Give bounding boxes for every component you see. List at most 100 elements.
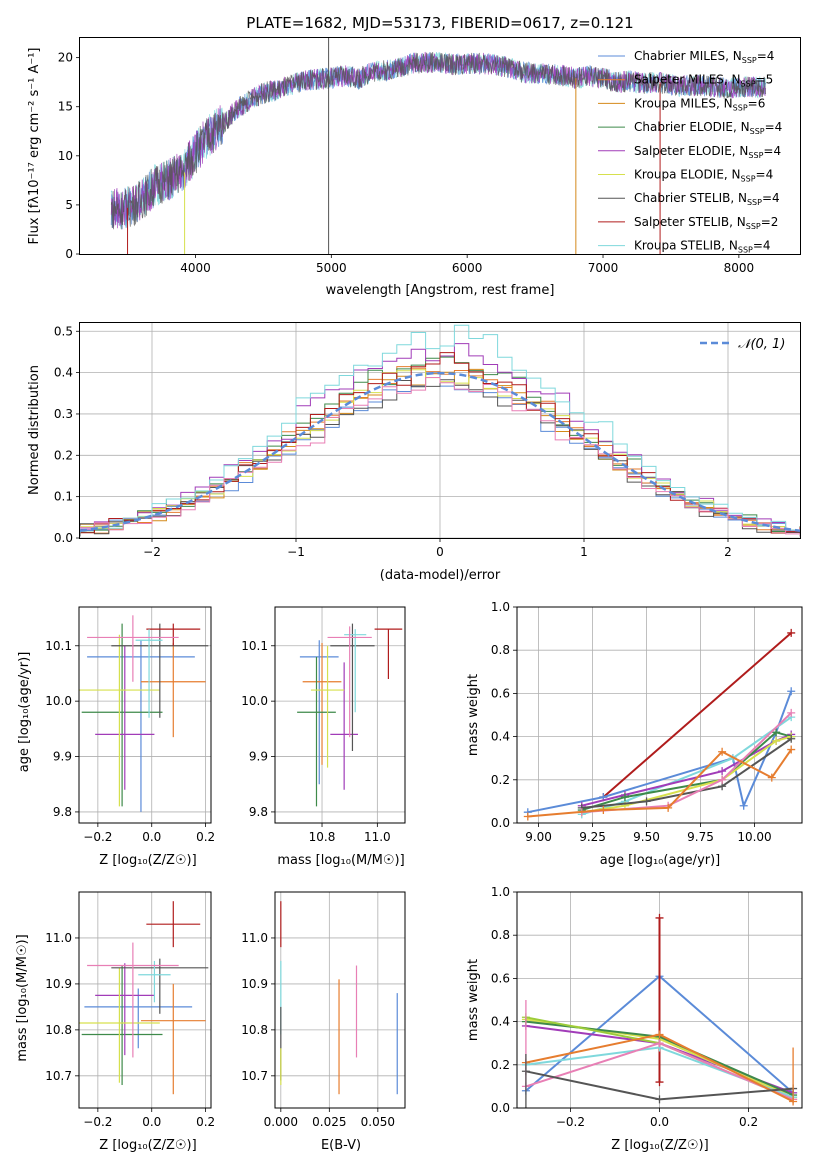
legend-count: =4	[753, 239, 771, 253]
age-vs-mass-frame	[274, 606, 406, 824]
residuals-ytick-label: 0.5	[54, 324, 73, 338]
mass-weight-vs-age-ytick-label: 0.0	[491, 816, 510, 830]
mass-weight-vs-Z-ytick-label: 0.2	[491, 1058, 510, 1072]
spectrum-xtick-label: 4000	[180, 261, 211, 275]
mass-vs-ebv-xtick-label: 0.025	[312, 1115, 346, 1129]
mass-vs-ebv-ytick-label: 10.7	[241, 1069, 268, 1083]
errorbar-point	[79, 967, 160, 1083]
errorbar-point	[135, 629, 163, 718]
legend-count: =4	[757, 49, 775, 63]
age-vs-Z-ytick-label: 10.0	[45, 694, 72, 708]
mass-vs-ebv-ytick-label: 10.8	[241, 1023, 268, 1037]
legend-label: Kroupa STELIB, NSSP=4	[634, 239, 771, 255]
mass-vs-Z-xtick-label: −0.2	[83, 1115, 112, 1129]
mass-vs-Z-xtick-label: 0.2	[196, 1115, 215, 1129]
mass-weight-vs-Z-lines	[521, 913, 798, 1108]
gaussian-legend-label: 𝒩(0, 1)	[738, 337, 785, 352]
mass-weight-vs-Z-ytick-label: 1.0	[491, 885, 510, 899]
legend-count: =4	[762, 191, 780, 205]
errorbar-point	[146, 623, 201, 646]
p6-ylabel: mass [log₁₀(M/M☉)]	[15, 934, 30, 1061]
age-vs-Z-xtick-label: 0.2	[196, 830, 215, 844]
legend-subscript: SSP	[738, 246, 753, 255]
mass-weight-line	[581, 737, 792, 809]
spectrum-ylabel: Flux [fλ10⁻¹⁷ erg cm⁻² s⁻¹ A⁻¹]	[27, 48, 42, 245]
mass-weight-vs-metallicity-panel: −0.2 0.0 0.2 0.0 0.2 0.4 0.6 0.8 1.0	[491, 885, 803, 1129]
residuals-ytick-label: 0.0	[54, 531, 73, 545]
legend-subscript: SSP	[746, 222, 761, 231]
residuals-ytick-label: 0.2	[54, 448, 73, 462]
mass-vs-ebv-grid	[275, 892, 405, 1108]
residuals-ytick-label: 0.4	[54, 366, 73, 380]
mass-vs-ebv-xtick-label: 0.050	[361, 1115, 395, 1129]
mass-weight-marker	[718, 747, 727, 756]
legend-label: Salpeter MILES, NSSP=5	[634, 73, 773, 89]
residuals-xtick-label: −1	[287, 545, 305, 559]
histogram-plot-area: −2 −1 0 1 2 0.0 0.1 0.2 0.3 0.4 0.5	[54, 323, 800, 559]
mass-weight-line	[602, 632, 792, 798]
mass-weight-marker	[599, 806, 608, 815]
mass-weight-marker	[655, 1030, 664, 1039]
residuals-ytick-label: 0.1	[54, 490, 73, 504]
age-vs-mass-grid	[275, 607, 405, 823]
errorbar-point	[81, 623, 163, 807]
mass-vs-Z-points	[79, 901, 209, 1095]
mass-weight-marker	[655, 913, 664, 922]
mass-vs-Z-ytick-label: 10.8	[45, 1023, 72, 1037]
mass-weight-marker	[620, 793, 629, 802]
spectrum-plot-area: 4000 5000 6000 7000 8000 0 5 10 15 20	[58, 38, 767, 275]
mass-weight-vs-age-ytick-label: 0.8	[491, 643, 510, 657]
legend-label: Salpeter STELIB, NSSP=2	[634, 215, 778, 231]
mass-weight-marker	[787, 708, 796, 717]
errorbar-point	[87, 942, 179, 1058]
figure-title: PLATE=1682, MJD=53173, FIBERID=0617, z=0…	[246, 14, 633, 32]
p5-ylabel: mass weight	[466, 674, 481, 756]
mass-weight-marker	[523, 812, 532, 821]
legend-label: Kroupa ELODIE, NSSP=4	[634, 168, 773, 184]
mass-weight-vs-Z-frame	[516, 891, 803, 1109]
errorbar-point	[138, 960, 171, 1003]
spectrum-ytick-label: 15	[58, 100, 73, 114]
legend-count: =2	[761, 215, 779, 229]
mass-weight-vs-age-ytick-label: 0.2	[491, 773, 510, 787]
age-vs-Z-grid	[79, 607, 211, 823]
histogram-series	[80, 324, 800, 537]
spectrum-xtick-label: 8000	[724, 261, 755, 275]
mass-weight-marker	[655, 1078, 664, 1087]
mass-vs-Z-frame	[78, 891, 212, 1109]
age-vs-mass-xtick-label: 11.0	[364, 830, 391, 844]
mass-weight-vs-Z-xtick-label: −0.2	[556, 1115, 585, 1129]
spectrum-legend: Chabrier MILES, NSSP=4 Salpeter MILES, NS…	[598, 49, 782, 255]
spectrum-xlabel: wavelength [Angstrom, rest frame]	[326, 283, 555, 298]
mass-weight-vs-Z-ytick-label: 0.8	[491, 928, 510, 942]
mass-weight-vs-Z-ytick-label: 0.6	[491, 971, 510, 985]
age-vs-mass-panel: 10.8 11.0 9.8 9.9 10.0 10.1	[241, 606, 406, 844]
mass-vs-ebv-ytick-label: 11.0	[241, 931, 268, 945]
age-vs-Z-frame	[78, 606, 212, 824]
errorbar-point	[302, 643, 342, 765]
mass-vs-metallicity-panel: −0.2 0.0 0.2 10.7 10.8 10.9 11.0	[45, 891, 215, 1129]
mass-weight-marker	[767, 773, 776, 782]
age-vs-metallicity-panel: −0.2 0.0 0.2 9.8 9.9 10.0 10.1	[45, 606, 215, 844]
spectrum-series-line	[110, 51, 767, 230]
mass-weight-marker	[718, 775, 727, 784]
spectrum-ytick-label: 0	[65, 247, 73, 261]
age-vs-mass-ytick-label: 10.1	[241, 639, 268, 653]
errorbar-point	[374, 628, 403, 679]
histogram-panel: −2 −1 0 1 2 0.0 0.1 0.2 0.3 0.4 0.5 (data-model)/e…	[27, 322, 801, 583]
mass-weight-vs-age-xtick-label: 9.50	[633, 830, 660, 844]
legend-count: =4	[756, 168, 774, 182]
mass-vs-ebv-points	[280, 901, 398, 1095]
age-vs-mass-points	[297, 623, 403, 807]
legend-subscript: SSP	[741, 80, 756, 89]
mass-weight-vs-Z-xtick-label: 0.0	[650, 1115, 669, 1129]
age-vs-mass-ytick-label: 10.0	[241, 694, 268, 708]
histogram-frame	[79, 322, 801, 539]
mass-vs-ebv-ytick-label: 10.9	[241, 977, 268, 991]
mass-weight-vs-age-frame	[516, 606, 803, 824]
mass-weight-vs-age-panel: 9.00 9.25 9.50 9.75 10.00 0.0 0.2 0.4 0.6 0.8 1.0	[491, 600, 803, 844]
errorbar-point	[330, 662, 358, 790]
errorbar-point	[140, 643, 206, 738]
p3-xlabel: Z [log₁₀(Z/Z☉)]	[99, 853, 196, 868]
